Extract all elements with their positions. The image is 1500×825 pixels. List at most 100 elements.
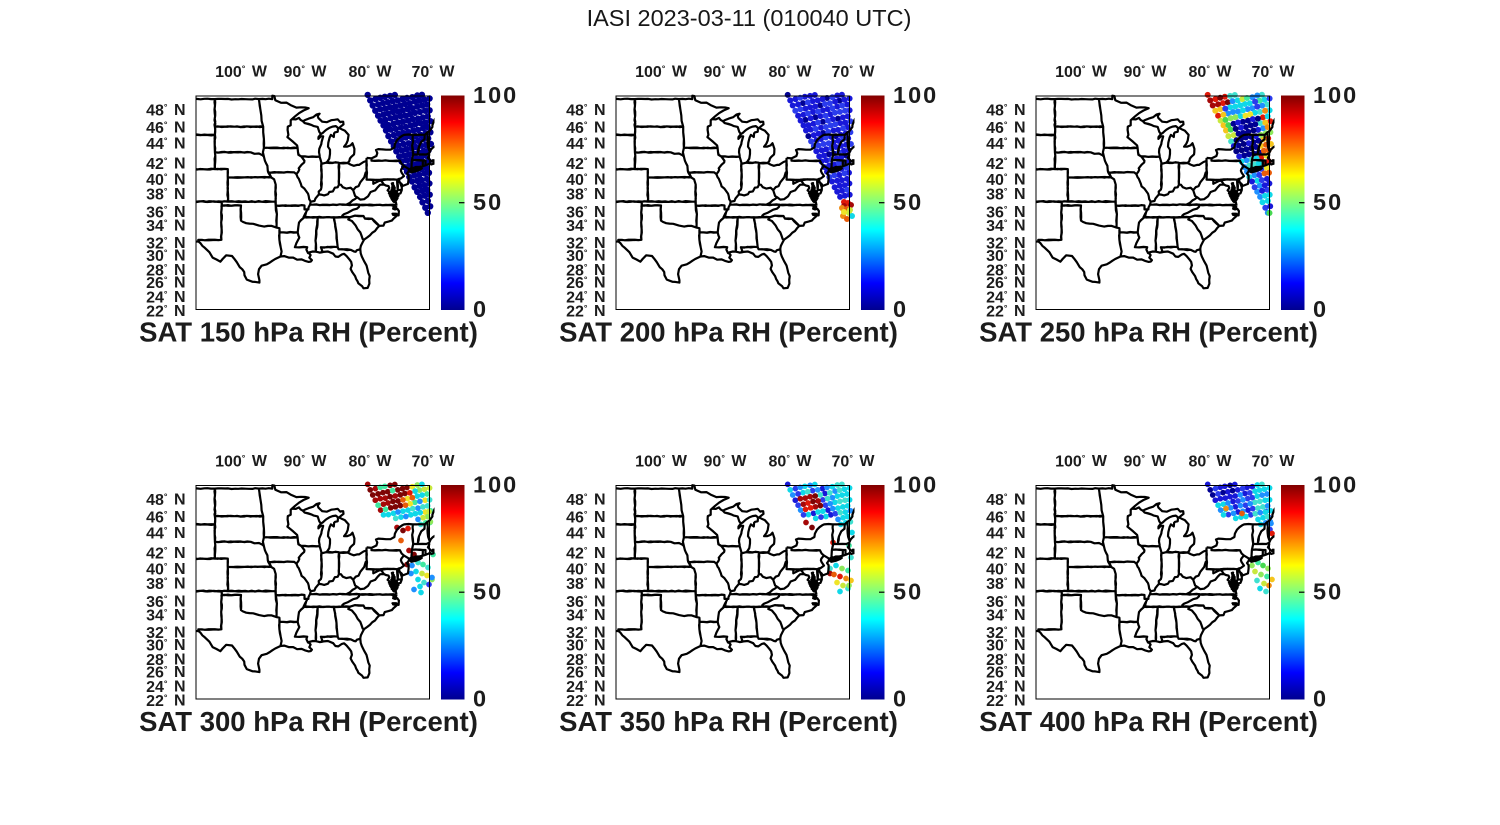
svg-text:36° N: 36° N [146, 204, 185, 222]
svg-text:46° N: 46° N [986, 119, 1025, 137]
svg-text:28° N: 28° N [146, 262, 185, 280]
svg-text:34° N: 34° N [986, 218, 1025, 236]
svg-text:44° N: 44° N [146, 136, 185, 154]
svg-text:40° N: 40° N [146, 561, 185, 579]
svg-text:36° N: 36° N [566, 204, 605, 222]
svg-text:24° N: 24° N [146, 289, 185, 307]
svg-text:48° N: 48° N [146, 492, 185, 510]
svg-text:46° N: 46° N [146, 509, 185, 527]
svg-text:34° N: 34° N [146, 218, 185, 236]
svg-text:32° N: 32° N [986, 624, 1025, 642]
svg-text:34° N: 34° N [566, 218, 605, 236]
svg-text:100° W: 100° W [1055, 453, 1108, 471]
svg-text:100: 100 [1313, 82, 1358, 108]
svg-text:SAT 300 hPa RH (Percent): SAT 300 hPa RH (Percent) [139, 706, 478, 737]
svg-text:100° W: 100° W [635, 64, 688, 82]
svg-text:50: 50 [473, 579, 503, 605]
svg-text:50: 50 [1313, 189, 1343, 215]
svg-text:36° N: 36° N [146, 593, 185, 611]
svg-text:26° N: 26° N [146, 664, 185, 682]
svg-text:30° N: 30° N [146, 248, 185, 266]
svg-text:28° N: 28° N [146, 652, 185, 670]
svg-text:32° N: 32° N [566, 235, 605, 253]
svg-text:50: 50 [893, 189, 923, 215]
svg-text:0: 0 [473, 686, 488, 712]
svg-text:100: 100 [893, 472, 938, 498]
svg-text:36° N: 36° N [986, 593, 1025, 611]
svg-text:26° N: 26° N [986, 664, 1025, 682]
svg-text:46° N: 46° N [566, 119, 605, 137]
svg-text:40° N: 40° N [566, 561, 605, 579]
svg-text:24° N: 24° N [146, 679, 185, 697]
svg-text:40° N: 40° N [986, 561, 1025, 579]
svg-text:44° N: 44° N [566, 136, 605, 154]
svg-text:100: 100 [473, 82, 518, 108]
svg-text:32° N: 32° N [146, 235, 185, 253]
svg-text:38° N: 38° N [146, 186, 185, 204]
svg-text:36° N: 36° N [566, 593, 605, 611]
svg-text:100: 100 [1313, 472, 1358, 498]
svg-text:100: 100 [893, 82, 938, 108]
svg-text:SAT 250 hPa RH (Percent): SAT 250 hPa RH (Percent) [979, 317, 1318, 348]
svg-text:100° W: 100° W [215, 453, 268, 471]
svg-text:30° N: 30° N [146, 637, 185, 655]
svg-text:48° N: 48° N [986, 102, 1025, 120]
svg-text:SAT 350 hPa RH (Percent): SAT 350 hPa RH (Percent) [559, 706, 898, 737]
svg-text:0: 0 [893, 686, 908, 712]
svg-text:100: 100 [473, 472, 518, 498]
svg-text:38° N: 38° N [566, 186, 605, 204]
svg-text:48° N: 48° N [986, 492, 1025, 510]
svg-text:46° N: 46° N [986, 509, 1025, 527]
svg-text:100° W: 100° W [635, 453, 688, 471]
svg-text:0: 0 [893, 296, 908, 322]
svg-text:0: 0 [1313, 686, 1328, 712]
svg-text:22° N: 22° N [986, 692, 1025, 710]
svg-text:SAT 150 hPa RH (Percent): SAT 150 hPa RH (Percent) [139, 317, 478, 348]
svg-text:42° N: 42° N [986, 545, 1025, 563]
svg-text:100° W: 100° W [1055, 64, 1108, 82]
svg-text:38° N: 38° N [146, 576, 185, 594]
svg-text:30° N: 30° N [566, 637, 605, 655]
svg-text:40° N: 40° N [146, 172, 185, 190]
svg-text:28° N: 28° N [566, 262, 605, 280]
svg-text:50: 50 [893, 579, 923, 605]
svg-text:22° N: 22° N [146, 303, 185, 321]
svg-text:24° N: 24° N [566, 289, 605, 307]
svg-text:44° N: 44° N [146, 525, 185, 543]
svg-text:26° N: 26° N [566, 664, 605, 682]
svg-text:30° N: 30° N [566, 248, 605, 266]
svg-text:28° N: 28° N [566, 652, 605, 670]
svg-text:50: 50 [1313, 579, 1343, 605]
svg-text:IASI 2023-03-11 (010040 UTC): IASI 2023-03-11 (010040 UTC) [587, 5, 912, 31]
svg-text:48° N: 48° N [566, 102, 605, 120]
svg-text:46° N: 46° N [146, 119, 185, 137]
svg-text:38° N: 38° N [986, 576, 1025, 594]
svg-text:24° N: 24° N [566, 679, 605, 697]
svg-text:26° N: 26° N [986, 274, 1025, 292]
svg-text:32° N: 32° N [986, 235, 1025, 253]
svg-text:46° N: 46° N [566, 509, 605, 527]
svg-text:0: 0 [1313, 296, 1328, 322]
svg-text:40° N: 40° N [986, 172, 1025, 190]
svg-text:22° N: 22° N [566, 692, 605, 710]
svg-text:32° N: 32° N [146, 624, 185, 642]
svg-text:22° N: 22° N [566, 303, 605, 321]
svg-text:50: 50 [473, 189, 503, 215]
svg-text:22° N: 22° N [986, 303, 1025, 321]
svg-text:38° N: 38° N [566, 576, 605, 594]
svg-text:44° N: 44° N [566, 525, 605, 543]
svg-text:28° N: 28° N [986, 652, 1025, 670]
svg-text:42° N: 42° N [566, 545, 605, 563]
svg-text:34° N: 34° N [566, 607, 605, 625]
svg-text:36° N: 36° N [986, 204, 1025, 222]
svg-text:26° N: 26° N [566, 274, 605, 292]
svg-text:34° N: 34° N [986, 607, 1025, 625]
svg-text:26° N: 26° N [146, 274, 185, 292]
svg-text:0: 0 [473, 296, 488, 322]
svg-text:34° N: 34° N [146, 607, 185, 625]
svg-text:30° N: 30° N [986, 248, 1025, 266]
svg-text:48° N: 48° N [566, 492, 605, 510]
svg-text:42° N: 42° N [146, 155, 185, 173]
svg-text:30° N: 30° N [986, 637, 1025, 655]
svg-text:42° N: 42° N [986, 155, 1025, 173]
